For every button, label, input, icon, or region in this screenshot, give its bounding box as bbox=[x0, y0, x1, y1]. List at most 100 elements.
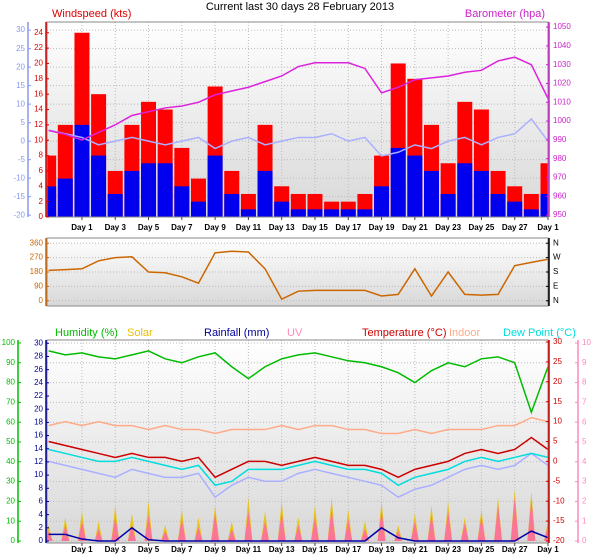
y-tick-label: 1020 bbox=[553, 79, 571, 88]
x-tick-label: Day 3 bbox=[105, 545, 127, 554]
y-tick-label: E bbox=[553, 281, 558, 290]
y-tick-label: 50 bbox=[6, 437, 15, 446]
spike bbox=[194, 527, 203, 542]
bar bbox=[423, 170, 439, 217]
y-tick-label: -10 bbox=[13, 173, 25, 182]
y-tick-label: 16 bbox=[34, 89, 43, 98]
y-tick-label: 0 bbox=[39, 536, 44, 545]
legend-label: Humidity (%) bbox=[55, 327, 118, 339]
bar bbox=[57, 178, 73, 217]
legend-label: Temperature (°C) bbox=[362, 327, 446, 339]
spike bbox=[77, 521, 86, 542]
bar bbox=[374, 186, 390, 217]
bar bbox=[224, 193, 240, 217]
spike bbox=[111, 517, 120, 542]
y-tick-label: 10 bbox=[16, 99, 25, 108]
y-tick-label: 25 bbox=[16, 44, 25, 53]
y-tick-label: 60 bbox=[6, 417, 15, 426]
y-tick-label: 10 bbox=[582, 338, 591, 347]
y-tick-label: 8 bbox=[582, 378, 587, 387]
y-tick-label: 5 bbox=[21, 118, 26, 127]
bar bbox=[540, 163, 548, 217]
y-tick-label: 15 bbox=[16, 81, 25, 90]
x-tick-label: Day 15 bbox=[302, 545, 328, 554]
x-tick-label: Day 19 bbox=[369, 545, 395, 554]
y-tick-label: 960 bbox=[553, 191, 567, 200]
y-tick-label: 12 bbox=[34, 457, 43, 466]
y-tick-label: -5 bbox=[18, 155, 26, 164]
bar bbox=[141, 163, 157, 217]
legend-label: UV bbox=[287, 327, 303, 339]
bar bbox=[207, 155, 223, 217]
y-tick-label: 28 bbox=[34, 352, 43, 361]
y-tick-label: -15 bbox=[13, 192, 25, 201]
x-tick-label: Day 15 bbox=[302, 223, 328, 232]
bar bbox=[157, 163, 173, 217]
y-tick-label: 20 bbox=[16, 62, 25, 71]
y-tick-label: -20 bbox=[553, 536, 565, 545]
y-tick-label: 1030 bbox=[553, 60, 571, 69]
series-line bbox=[48, 436, 548, 479]
series-line bbox=[48, 56, 548, 141]
y-tick-label: N bbox=[553, 238, 559, 247]
x-tick-label: Day 23 bbox=[435, 545, 461, 554]
y-tick-label: 8 bbox=[39, 483, 44, 492]
y-tick-label: 30 bbox=[16, 25, 25, 34]
y-tick-label: 20 bbox=[34, 404, 43, 413]
y-tick-label: -10 bbox=[553, 496, 565, 505]
bar bbox=[91, 155, 107, 217]
spike bbox=[444, 511, 453, 542]
spike bbox=[127, 525, 136, 542]
x-tick-label: Day 1 bbox=[71, 223, 93, 232]
bar bbox=[357, 209, 373, 217]
series-line bbox=[48, 250, 548, 301]
bar bbox=[124, 170, 140, 217]
spike bbox=[161, 531, 170, 542]
y-tick-label: 10 bbox=[34, 135, 43, 144]
y-tick-label: 2 bbox=[39, 523, 44, 532]
y-tick-label: 24 bbox=[34, 28, 43, 37]
bar bbox=[307, 209, 323, 217]
x-tick-label: Day 19 bbox=[369, 223, 395, 232]
y-tick-label: 24 bbox=[34, 378, 43, 387]
spike bbox=[61, 525, 70, 542]
x-tick-label: Day 21 bbox=[402, 545, 428, 554]
y-tick-label: 90 bbox=[34, 281, 43, 290]
spike bbox=[510, 497, 519, 542]
y-tick-label: 25 bbox=[553, 357, 562, 366]
y-tick-label: 0 bbox=[39, 212, 44, 221]
series-group bbox=[48, 250, 548, 301]
y-tick-label: 5 bbox=[553, 437, 558, 446]
spike bbox=[177, 519, 186, 542]
bar bbox=[457, 163, 473, 217]
y-tick-label: 270 bbox=[30, 253, 44, 262]
y-tick-label: 10 bbox=[6, 516, 15, 525]
y-tick-label: -20 bbox=[13, 210, 25, 219]
x-tick-label: Day 9 bbox=[204, 223, 226, 232]
bar bbox=[390, 147, 406, 217]
y-tick-label: 970 bbox=[553, 173, 567, 182]
y-tick-label: 80 bbox=[6, 378, 15, 387]
y-tick-label: 22 bbox=[34, 391, 43, 400]
legend-label: Solar bbox=[127, 327, 153, 339]
y-tick-label: 0 bbox=[553, 457, 558, 466]
y-tick-label: 3 bbox=[582, 477, 587, 486]
y-tick-label: 4 bbox=[39, 181, 44, 190]
y-tick-label: 0 bbox=[582, 536, 587, 545]
x-tick-label: Day 11 bbox=[236, 545, 262, 554]
y-tick-label: 1 bbox=[582, 516, 587, 525]
x-tick-label: Day 1 bbox=[537, 223, 559, 232]
x-tick-label: Day 3 bbox=[105, 223, 127, 232]
y-tick-label: 18 bbox=[34, 74, 43, 83]
y-tick-label: 40 bbox=[6, 457, 15, 466]
y-tick-label: 4 bbox=[39, 510, 44, 519]
spike bbox=[211, 513, 220, 542]
y-tick-label: 950 bbox=[553, 210, 567, 219]
spike bbox=[527, 499, 536, 542]
y-tick-label: 9 bbox=[582, 358, 587, 367]
bar bbox=[240, 209, 256, 217]
spike bbox=[344, 519, 353, 542]
y-tick-label: 1050 bbox=[553, 22, 571, 31]
y-tick-label: 180 bbox=[30, 267, 44, 276]
